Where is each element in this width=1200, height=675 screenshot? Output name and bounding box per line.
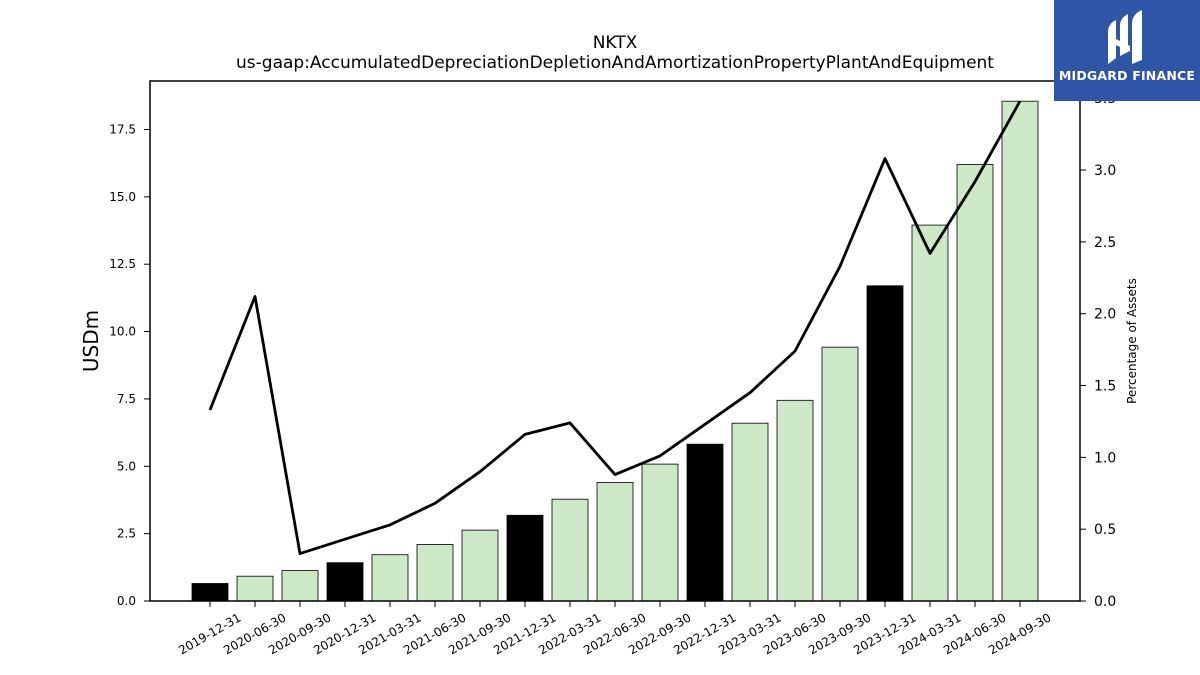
bar-2023-03-31 xyxy=(731,422,769,602)
bar-2020-09-30 xyxy=(281,570,319,602)
bar-2024-03-31 xyxy=(911,224,949,602)
logo-mark-icon xyxy=(1108,10,1142,64)
bars-group xyxy=(191,100,1039,602)
y-axis-label-left: USDm xyxy=(79,310,103,372)
right-tick-label: 1.0 xyxy=(1094,450,1116,466)
left-axis: 0.0 2.5 5.0 7.5 10.0 12.5 15.0 17.5 xyxy=(109,122,150,608)
right-tick-label: 3.0 xyxy=(1094,163,1116,179)
bar-2022-09-30 xyxy=(641,463,679,602)
bar-2020-12-31 xyxy=(326,562,364,602)
left-tick-label: 15.0 xyxy=(109,190,136,204)
right-tick-label: 1.5 xyxy=(1094,379,1116,395)
chart-subtitle: us-gaap:AccumulatedDepreciationDepletion… xyxy=(236,53,994,73)
left-tick-label: 5.0 xyxy=(117,459,136,473)
bar-2024-09-30 xyxy=(1001,100,1039,602)
right-tick-label: 0.0 xyxy=(1094,594,1116,610)
left-tick-label: 10.0 xyxy=(109,325,136,339)
right-axis: 0.00.51.01.52.02.53.03.5 xyxy=(1080,91,1116,610)
bar-2020-06-30 xyxy=(236,575,274,602)
right-tick-label: 2.0 xyxy=(1094,307,1116,323)
logo-text: MIDGARD FINANCE xyxy=(1058,68,1196,83)
line-group xyxy=(208,100,1022,555)
x-axis: 2019-12-312020-06-302020-09-302020-12-31… xyxy=(176,601,1054,657)
bar-2022-03-31 xyxy=(551,498,589,602)
bar-2023-09-30 xyxy=(821,346,859,602)
bar-2021-06-30 xyxy=(416,544,454,602)
left-tick-label: 2.5 xyxy=(117,527,136,541)
bar-2021-09-30 xyxy=(461,529,499,602)
bar-2021-12-31 xyxy=(506,514,544,602)
bar-2019-12-31 xyxy=(191,583,229,602)
bar-2023-06-30 xyxy=(776,399,814,602)
chart-title: NKTX xyxy=(593,33,638,53)
left-tick-label: 12.5 xyxy=(109,257,136,271)
right-tick-label: 0.5 xyxy=(1094,522,1116,538)
percentage-line xyxy=(208,100,1022,555)
bar-2024-06-30 xyxy=(956,164,994,602)
right-tick-label: 2.5 xyxy=(1094,235,1116,251)
left-tick-label: 7.5 xyxy=(117,392,136,406)
y-axis-label-right: Percentage of Assets xyxy=(1125,278,1139,404)
left-tick-label: 17.5 xyxy=(109,122,136,136)
bar-2021-03-31 xyxy=(371,554,409,602)
brand-logo: MIDGARD FINANCE xyxy=(1054,0,1200,101)
bar-2023-12-31 xyxy=(866,285,904,602)
left-tick-label: 0.0 xyxy=(117,594,136,608)
bar-2022-06-30 xyxy=(596,482,634,602)
bar-2022-12-31 xyxy=(686,443,724,602)
